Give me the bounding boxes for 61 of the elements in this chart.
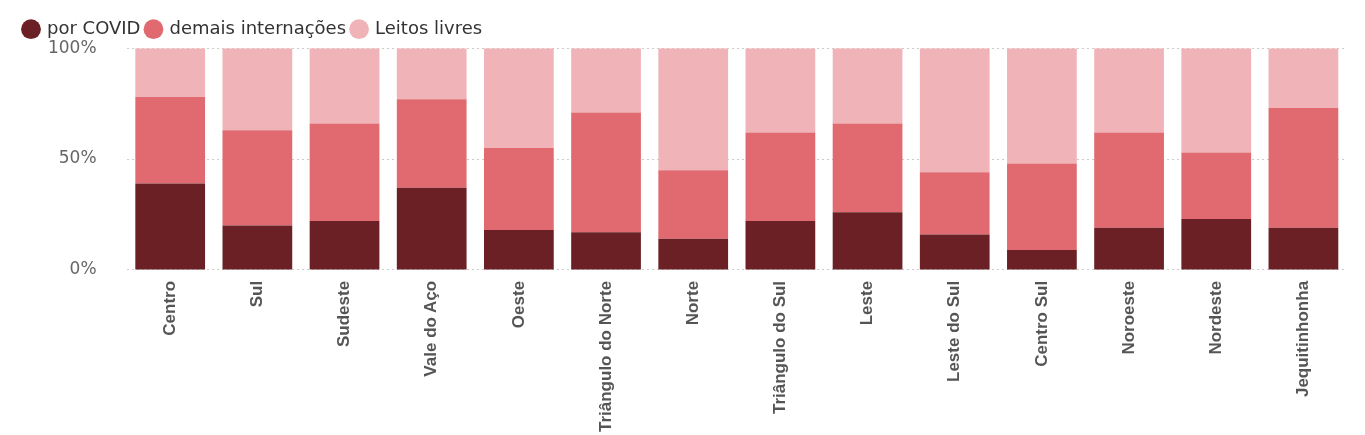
bar — [571, 112, 641, 233]
bar — [832, 48, 903, 124]
bar — [1268, 108, 1339, 228]
bar — [745, 132, 816, 222]
bar — [658, 48, 729, 171]
bar — [745, 48, 816, 133]
legend-label: por COVID — [47, 16, 141, 38]
bar — [309, 48, 380, 124]
bar — [222, 48, 293, 131]
x-tick-label: Leste do Sul — [944, 280, 964, 382]
x-tick-label: Centro Sul — [1031, 280, 1051, 367]
bar — [745, 221, 816, 270]
x-tick-label: Norte — [682, 280, 702, 326]
bar — [484, 48, 554, 148]
y-tick-label: 50% — [58, 147, 97, 168]
bar — [1007, 249, 1077, 270]
x-tick-label: Noroeste — [1118, 280, 1138, 355]
x-tick-label: Triângulo do Norte — [595, 280, 615, 432]
bar — [832, 212, 903, 270]
bar — [135, 48, 206, 97]
x-tick-label: Oeste — [508, 280, 528, 329]
legend-label: demais internações — [169, 16, 347, 38]
bar — [832, 123, 903, 213]
bar — [135, 96, 206, 184]
bar — [222, 130, 293, 226]
bar — [571, 48, 641, 113]
bar — [1181, 218, 1252, 270]
bar — [919, 48, 990, 173]
bar — [1094, 132, 1164, 228]
x-tick-label: Leste — [857, 280, 877, 326]
bar — [1181, 152, 1252, 219]
bar — [396, 48, 467, 100]
x-tick-label: Sul — [247, 280, 267, 308]
bar — [1181, 48, 1252, 153]
x-tick-label: Centro — [159, 280, 179, 336]
bar — [1094, 227, 1164, 270]
bar — [222, 225, 293, 270]
x-tick-label: Sudeste — [334, 280, 354, 348]
bar — [484, 147, 554, 230]
bar — [919, 234, 990, 270]
bar — [309, 123, 380, 222]
bar — [1268, 227, 1339, 270]
bar — [1007, 163, 1077, 250]
x-tick-label: Nordeste — [1205, 280, 1225, 355]
bar — [396, 187, 467, 270]
x-tick-label: Triângulo do Sul — [770, 280, 790, 415]
y-tick-label: 0% — [69, 258, 97, 279]
legend-label: Leitos livres — [375, 16, 483, 38]
bar — [484, 229, 554, 270]
bar — [571, 232, 641, 270]
bar — [1094, 48, 1164, 133]
bar — [919, 172, 990, 235]
bar — [658, 238, 729, 270]
bar — [135, 183, 206, 270]
bar — [1007, 48, 1077, 164]
bar — [309, 221, 380, 270]
x-tick-label: Jequitinhonha — [1293, 280, 1313, 398]
bar — [658, 170, 729, 239]
x-tick-label: Vale do Aço — [421, 280, 441, 377]
bar — [396, 99, 467, 188]
bar — [1268, 48, 1339, 109]
